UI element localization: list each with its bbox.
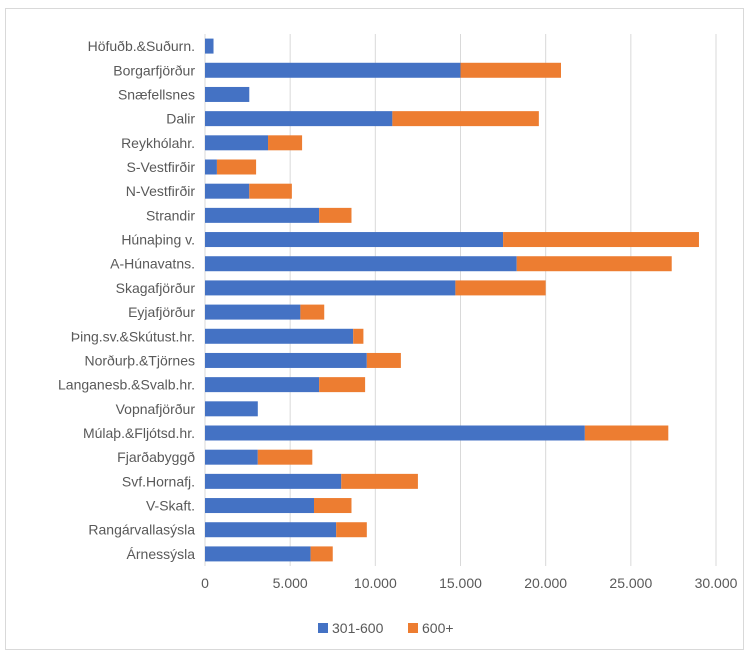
bar-series2-17 bbox=[257, 449, 313, 465]
bar-series2-3 bbox=[392, 111, 539, 127]
legend-swatch-0 bbox=[318, 623, 328, 633]
bar-series2-19 bbox=[314, 498, 352, 514]
bar-series1-20 bbox=[205, 522, 337, 538]
x-tick-label-1: 5.000 bbox=[273, 575, 308, 591]
legend: 301-600 600+ bbox=[318, 620, 454, 636]
bar-series1-9 bbox=[205, 256, 517, 272]
category-label-14: Langanesb.&Svalb.hr. bbox=[58, 377, 195, 393]
legend-label-0: 301-600 bbox=[332, 620, 384, 636]
bar-series2-1 bbox=[460, 62, 561, 78]
bar-series2-18 bbox=[341, 473, 418, 489]
category-label-12: Þing.sv.&Skútust.hr. bbox=[71, 328, 195, 344]
category-label-10: Skagafjörður bbox=[116, 280, 196, 296]
category-label-0: Höfuðb.&Suðurn. bbox=[88, 38, 195, 54]
bar-series2-12 bbox=[353, 328, 364, 344]
category-label-1: Borgarfjörður bbox=[113, 62, 195, 78]
category-label-15: Vopnafjörður bbox=[116, 401, 196, 417]
bar-series1-3 bbox=[205, 111, 393, 127]
category-label-5: S-Vestfirðir bbox=[127, 159, 196, 175]
legend-swatch-1 bbox=[408, 623, 418, 633]
category-labels: Höfuðb.&Suðurn. Borgarfjörður Snæfellsnes D… bbox=[58, 38, 195, 562]
category-label-13: Norðurþ.&Tjörnes bbox=[85, 352, 196, 368]
bar-series1-2 bbox=[205, 86, 250, 102]
bar-series2-16 bbox=[584, 425, 669, 441]
bar-series1-16 bbox=[205, 425, 585, 441]
category-label-8: Húnaþing v. bbox=[121, 232, 195, 248]
bar-series1-18 bbox=[205, 473, 342, 489]
x-tick-label-6: 30.000 bbox=[695, 575, 738, 591]
x-tick-label-3: 15.000 bbox=[439, 575, 482, 591]
category-label-4: Reykhólahr. bbox=[121, 135, 195, 151]
bar-series1-15 bbox=[205, 401, 258, 417]
category-label-2: Snæfellsnes bbox=[118, 86, 195, 102]
bar-series1-10 bbox=[205, 280, 456, 296]
bars-layer bbox=[205, 38, 699, 562]
bar-series2-20 bbox=[336, 522, 367, 538]
bar-series1-4 bbox=[205, 135, 269, 151]
bar-series2-5 bbox=[216, 159, 257, 175]
bar-series1-0 bbox=[205, 38, 214, 54]
category-label-16: Múlaþ.&Fljótsd.hr. bbox=[83, 425, 195, 441]
category-label-19: V-Skaft. bbox=[146, 498, 195, 514]
bar-series1-14 bbox=[205, 377, 320, 393]
bar-series1-1 bbox=[205, 62, 461, 78]
category-label-7: Strandir bbox=[146, 207, 195, 223]
bar-series1-17 bbox=[205, 449, 258, 465]
category-label-18: Svf.Hornafj. bbox=[122, 473, 195, 489]
bar-series1-7 bbox=[205, 207, 320, 223]
category-label-17: Fjarðabyggð bbox=[117, 449, 195, 465]
bar-series2-6 bbox=[249, 183, 292, 199]
bar-series2-4 bbox=[268, 135, 303, 151]
bar-series2-13 bbox=[366, 352, 401, 368]
x-tick-label-0: 0 bbox=[201, 575, 209, 591]
bar-series2-8 bbox=[503, 232, 699, 248]
bar-series1-8 bbox=[205, 232, 504, 248]
x-tick-label-5: 25.000 bbox=[609, 575, 652, 591]
bar-series1-19 bbox=[205, 498, 315, 514]
bar-series2-7 bbox=[319, 207, 352, 223]
category-label-3: Dalir bbox=[166, 111, 195, 127]
category-label-20: Rangárvallasýsla bbox=[88, 522, 195, 538]
bar-series2-10 bbox=[455, 280, 546, 296]
bar-series2-11 bbox=[300, 304, 325, 320]
legend-label-1: 600+ bbox=[422, 620, 454, 636]
category-label-11: Eyjafjörður bbox=[128, 304, 195, 320]
bar-series1-11 bbox=[205, 304, 301, 320]
bar-series2-21 bbox=[310, 546, 333, 562]
bar-series1-6 bbox=[205, 183, 250, 199]
x-tick-label-4: 20.000 bbox=[524, 575, 567, 591]
bar-series1-12 bbox=[205, 328, 354, 344]
bar-series1-5 bbox=[205, 159, 217, 175]
bar-series2-14 bbox=[319, 377, 366, 393]
bar-series1-13 bbox=[205, 352, 367, 368]
x-tick-labels: 0 5.000 10.000 15.000 20.000 25.000 30.000 bbox=[201, 575, 738, 591]
category-label-6: N-Vestfirðir bbox=[126, 183, 196, 199]
category-label-9: A-Húnavatns. bbox=[110, 256, 195, 272]
bar-series2-9 bbox=[516, 256, 672, 272]
bar-series1-21 bbox=[205, 546, 311, 562]
x-tick-label-2: 10.000 bbox=[354, 575, 397, 591]
category-label-21: Árnessýsla bbox=[127, 546, 196, 562]
